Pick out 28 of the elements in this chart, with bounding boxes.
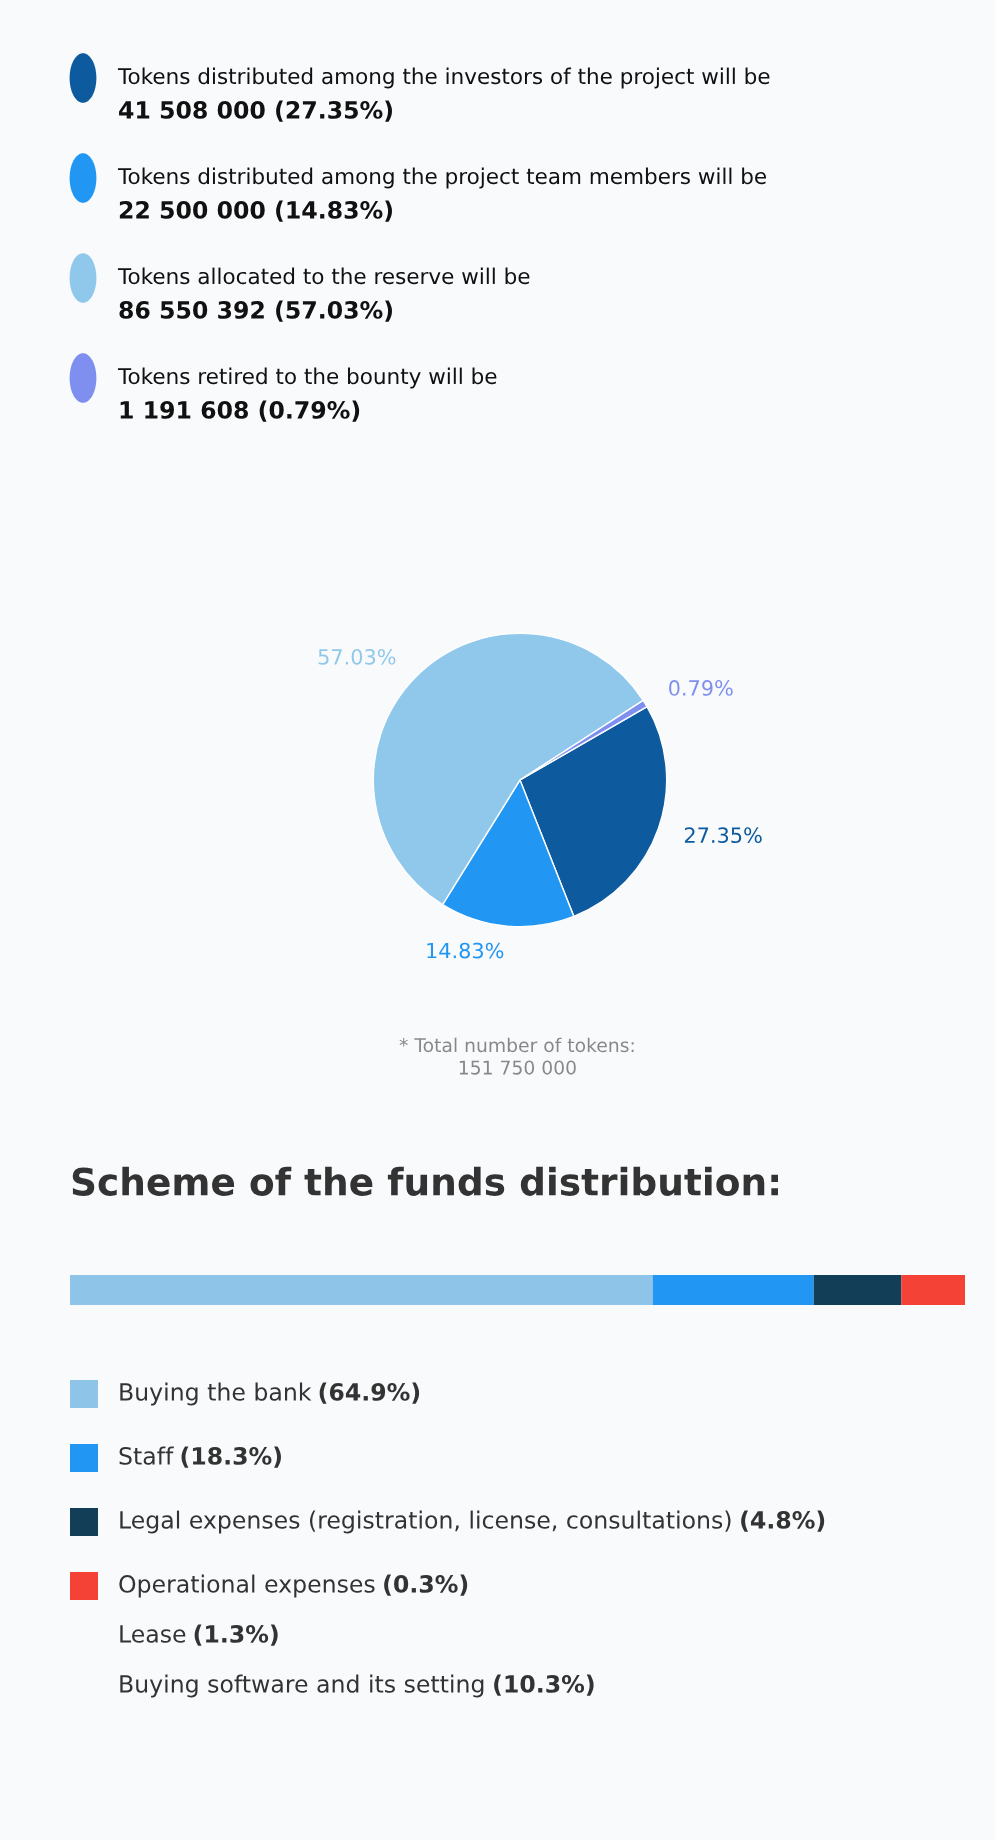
text: * Total number of tokens: 151 750 000 bbox=[399, 1037, 634, 1075]
text: (64.9%) bbox=[319, 1382, 420, 1404]
bar bbox=[70, 1275, 653, 1305]
bar bbox=[813, 1275, 902, 1305]
legend-label: Operational expenses bbox=[119, 1574, 375, 1598]
text: (18.3%) bbox=[181, 1446, 281, 1468]
legend-label: Tokens distributed among the project team members will be bbox=[117, 167, 766, 189]
text: 57.03% bbox=[318, 648, 396, 665]
text: 14.83% bbox=[427, 942, 504, 959]
legend-label: Tokens retired to the bounty will be bbox=[117, 367, 497, 389]
bar bbox=[652, 1275, 814, 1305]
legend-label: Tokens distributed among the investors of the project will be bbox=[117, 67, 770, 89]
legend-label: Legal expenses (registration, license, consultations) bbox=[120, 1510, 731, 1534]
text: 27.35% bbox=[684, 827, 762, 844]
chart-title: Scheme of the funds distribution: bbox=[72, 1166, 778, 1196]
legend-label: Buying the bank bbox=[120, 1382, 312, 1406]
legend-label: Tokens allocated to the reserve will be bbox=[117, 267, 530, 285]
data-label: 41 508 000 (27.35%) bbox=[119, 100, 392, 122]
text: Lease (1.3%) bbox=[120, 1624, 278, 1646]
bar bbox=[901, 1275, 965, 1305]
text: (4.8%) bbox=[741, 1510, 825, 1532]
data-label: 22 500 000 (14.83%) bbox=[119, 200, 392, 222]
legend-label: Staff bbox=[119, 1446, 174, 1465]
data-label: 1 191 608 (0.79%) bbox=[120, 400, 360, 422]
data-label: 86 550 392 (57.03%) bbox=[119, 300, 392, 322]
text: (0.3%) bbox=[384, 1574, 468, 1596]
text: 0.79% bbox=[669, 680, 733, 696]
text: Buying software and its setting (10.3%) bbox=[120, 1674, 594, 1698]
